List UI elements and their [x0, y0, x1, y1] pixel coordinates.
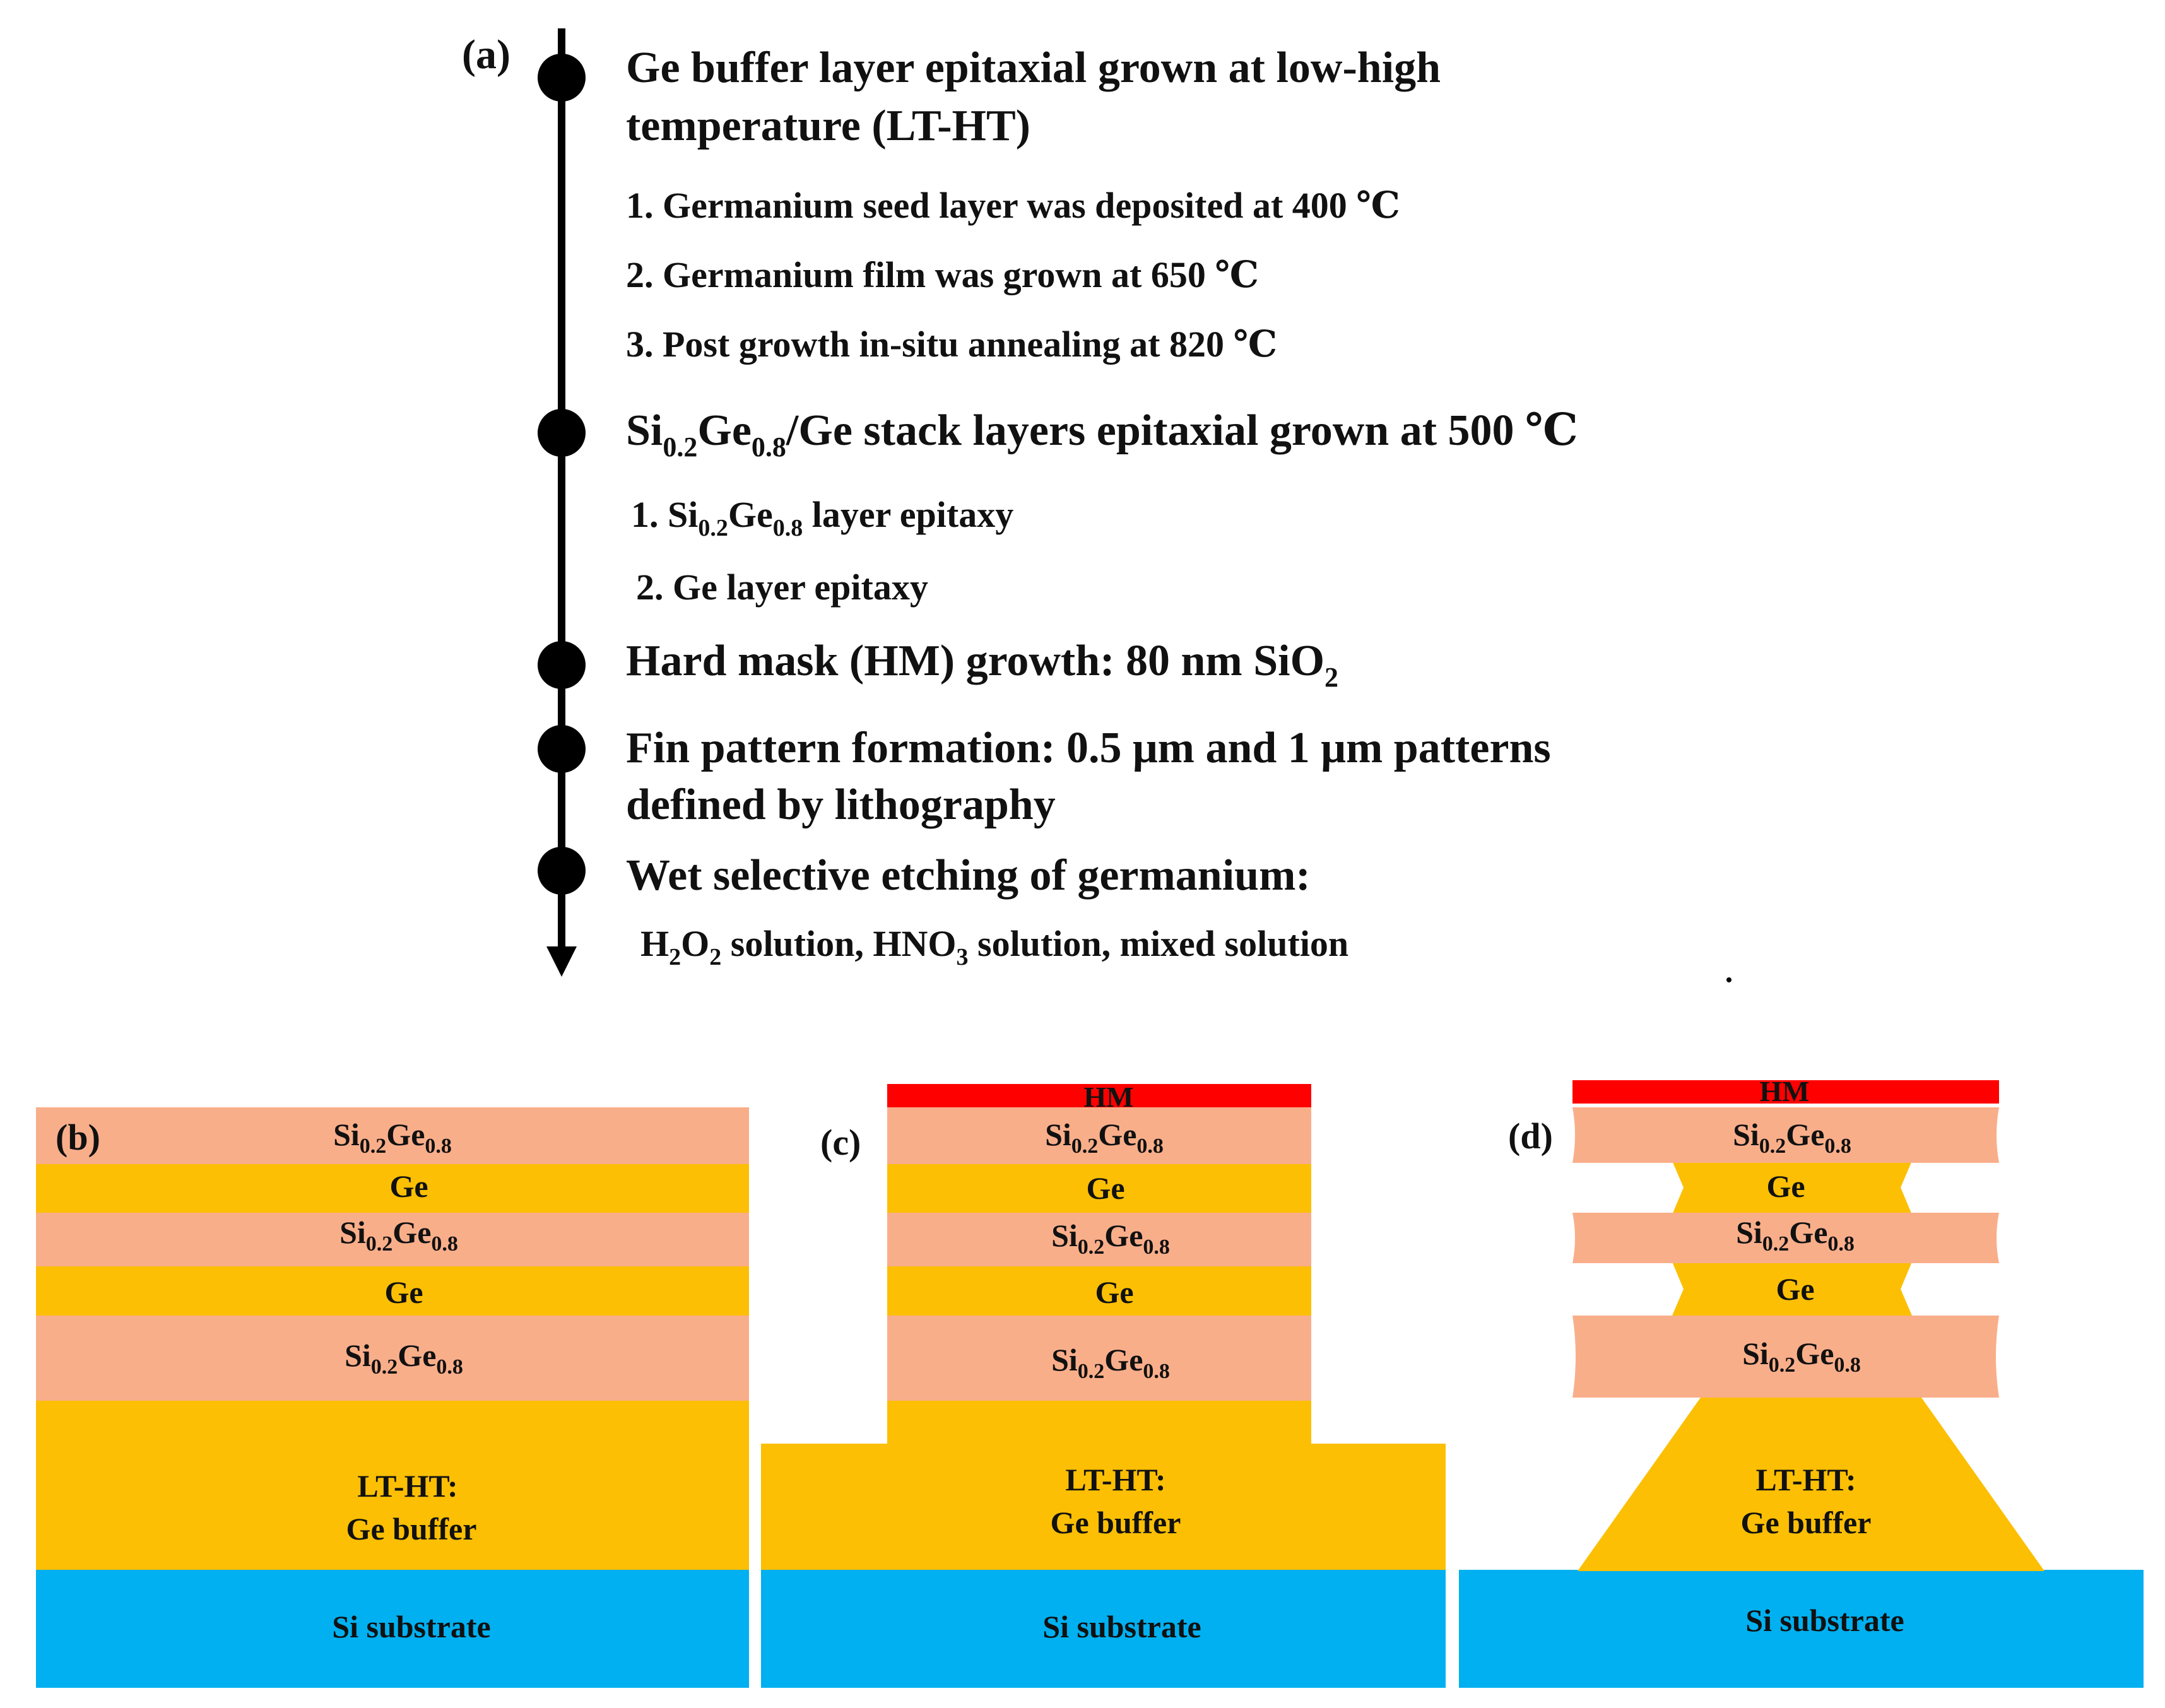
timeline-dot-1: [538, 54, 586, 102]
ge-rect-b-1: [36, 1164, 749, 1213]
buffer-label-d-2: Ge buffer: [1741, 1505, 1872, 1540]
sige-shape-d-3: [1572, 1316, 1999, 1398]
sige-label-d-1: Si0.2Ge0.8: [1733, 1117, 1851, 1158]
panel-d-stack: (d): [1459, 1080, 2144, 1688]
panel-a-label: (a): [462, 32, 510, 78]
hard-mask-rect-c: [887, 1084, 1311, 1107]
ge-rect-c-2: [887, 1266, 1311, 1316]
substrate-label-d: Si substrate: [1745, 1603, 1904, 1638]
sige-rect-c-3: [887, 1316, 1311, 1401]
step-3-title: Hard mask (HM) growth: 80 nm SiO2: [626, 637, 1338, 693]
panel-a-process-flow: (a) Ge buffer layer epitaxial grown at l…: [462, 28, 1731, 982]
sige-shape-d-2: [1572, 1213, 1999, 1263]
ge-label-b-2: Ge: [384, 1275, 423, 1310]
timeline-arrowhead-icon: [546, 946, 577, 977]
timeline-dot-4: [538, 725, 586, 773]
sige-shape-d-1: [1572, 1107, 1999, 1163]
step-4-title-line-1: Fin pattern formation: 0.5 μm and 1 μm p…: [626, 724, 1551, 772]
hm-label-d: HM: [1759, 1075, 1809, 1107]
substrate-rect-b: [36, 1570, 749, 1688]
buffer-label-d-1: LT-HT:: [1755, 1462, 1856, 1497]
ge-label-c-1: Ge: [1086, 1170, 1124, 1206]
ge-shape-d-2: [1672, 1262, 1912, 1316]
buffer-label-c-1: LT-HT:: [1065, 1462, 1165, 1497]
step-1-title-line-1: Ge buffer layer epitaxial grown at low-h…: [626, 44, 1441, 92]
step-4-title-line-2: defined by lithography: [626, 780, 1056, 829]
ge-shape-d-1: [1672, 1161, 1912, 1215]
timeline-dot-2: [538, 409, 586, 457]
sige-label-d-3: Si0.2Ge0.8: [1742, 1336, 1861, 1377]
buffer-shape-d: [1578, 1398, 2044, 1571]
step-2-substep-2: 2. Ge layer epitaxy: [636, 567, 928, 608]
step-1-substep-2: 2. Germanium film was grown at 650 ℃: [626, 254, 1259, 295]
step-1-title-line-2: temperature (LT-HT): [626, 102, 1030, 150]
step-2-substep-1: 1. Si0.2Ge0.8 layer epitaxy: [631, 494, 1013, 541]
sige-label-c-1: Si0.2Ge0.8: [1045, 1117, 1164, 1158]
panel-d-label: (d): [1508, 1116, 1553, 1157]
hm-label-c: HM: [1083, 1081, 1133, 1113]
sige-rect-c-2: [887, 1213, 1311, 1266]
substrate-label-c: Si substrate: [1042, 1609, 1201, 1644]
step-5-title: Wet selective etching of germanium:: [626, 851, 1311, 900]
ge-label-b-1: Ge: [389, 1169, 428, 1204]
buffer-label-b-2: Ge buffer: [346, 1511, 477, 1546]
panel-c-label: (c): [820, 1122, 861, 1163]
step-3: Hard mask (HM) growth: 80 nm SiO2: [626, 637, 1338, 693]
sige-rect-b-3: [36, 1316, 749, 1401]
hard-mask-rect-d: [1572, 1080, 1999, 1104]
ge-label-d-1: Ge: [1766, 1169, 1805, 1204]
step-4: Fin pattern formation: 0.5 μm and 1 μm p…: [626, 724, 1551, 829]
substrate-label-b: Si substrate: [332, 1609, 490, 1644]
ge-rect-b-2: [36, 1266, 749, 1316]
sige-label-b-1: Si0.2Ge0.8: [333, 1117, 452, 1158]
step-5-detail: H2O2 solution, HNO3 solution, mixed solu…: [640, 923, 1348, 970]
panel-b-stack: (b): [36, 1107, 749, 1688]
step-1-substep-3: 3. Post growth in-situ annealing at 820 …: [626, 324, 1277, 365]
sige-rect-c-1: [887, 1107, 1311, 1164]
step-2-title: Si0.2Ge0.8/Ge stack layers epitaxial gro…: [626, 406, 1578, 462]
step-2: Si0.2Ge0.8/Ge stack layers epitaxial gro…: [626, 406, 1578, 608]
step-1: Ge buffer layer epitaxial grown at low-h…: [626, 44, 1441, 365]
buffer-label-c-2: Ge buffer: [1051, 1505, 1181, 1540]
layer-labels: Si0.2Ge0.8 Ge Si0.2Ge0.8 Ge Si0.2Ge0.8 L…: [332, 1075, 1904, 1644]
step-1-substep-1: 1. Germanium seed layer was deposited at…: [626, 185, 1400, 226]
buffer-shape-c: [761, 1401, 1446, 1570]
stray-dot: [1726, 977, 1731, 982]
sige-label-c-3: Si0.2Ge0.8: [1051, 1342, 1170, 1383]
ge-rect-c-1: [887, 1164, 1311, 1213]
panel-c-stack: (c): [761, 1084, 1446, 1688]
sige-label-c-2: Si0.2Ge0.8: [1051, 1218, 1170, 1259]
sige-rect-b-2: [36, 1213, 749, 1266]
substrate-rect-c: [761, 1570, 1446, 1688]
sige-label-b-3: Si0.2Ge0.8: [345, 1338, 463, 1379]
buffer-label-b-1: LT-HT:: [357, 1468, 457, 1504]
ge-label-d-2: Ge: [1776, 1271, 1814, 1307]
sige-label-d-2: Si0.2Ge0.8: [1736, 1215, 1855, 1256]
substrate-rect-d: [1459, 1570, 2144, 1688]
step-5: Wet selective etching of germanium: H2O2…: [626, 851, 1348, 970]
timeline-dot-5: [538, 847, 586, 895]
sige-label-b-2: Si0.2Ge0.8: [339, 1215, 458, 1256]
buffer-rect-b: [36, 1401, 749, 1570]
sige-rect-b-1: [36, 1107, 749, 1164]
panel-b-label: (b): [56, 1117, 100, 1158]
ge-label-c-2: Ge: [1095, 1275, 1133, 1310]
timeline-dot-3: [538, 641, 586, 689]
